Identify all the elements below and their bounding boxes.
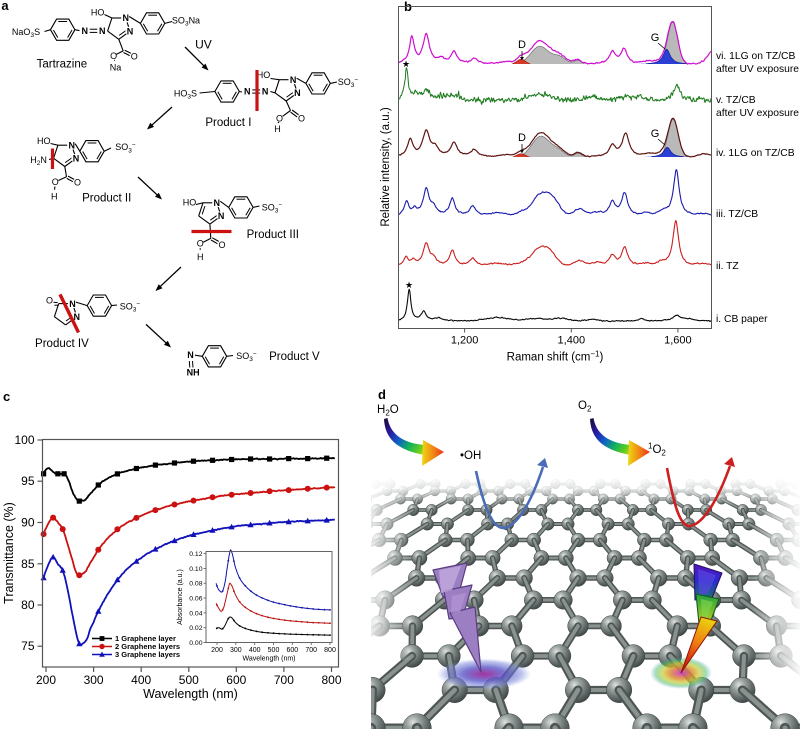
svg-text:H: H <box>51 192 58 202</box>
svg-text:NH: NH <box>187 368 200 378</box>
svg-text:1,400: 1,400 <box>558 335 586 347</box>
svg-text:O: O <box>298 114 305 124</box>
svg-text:i. CB paper: i. CB paper <box>716 314 768 325</box>
svg-text:Product V: Product V <box>269 351 320 363</box>
svg-text:85: 85 <box>21 557 35 571</box>
svg-text:800: 800 <box>321 673 341 687</box>
svg-text:N: N <box>294 88 301 98</box>
svg-text:ii. TZ: ii. TZ <box>716 261 739 272</box>
svg-text:N: N <box>68 140 75 150</box>
svg-text:Na: Na <box>110 62 122 72</box>
svg-text:D: D <box>518 132 526 144</box>
svg-text:H: H <box>197 252 204 262</box>
svg-text:400: 400 <box>249 647 261 654</box>
svg-text:3 Graphene layers: 3 Graphene layers <box>115 650 180 659</box>
svg-text:200: 200 <box>36 673 56 687</box>
svg-text:★: ★ <box>405 280 413 290</box>
svg-text:N: N <box>187 350 194 360</box>
svg-text:Product I: Product I <box>205 117 251 129</box>
svg-text:500: 500 <box>179 673 199 687</box>
svg-text:Product II: Product II <box>82 192 131 204</box>
svg-text:Tartrazine: Tartrazine <box>37 59 88 71</box>
svg-text:H: H <box>274 124 281 134</box>
svg-text:1,200: 1,200 <box>451 335 479 347</box>
svg-text:iii. TZ/CB: iii. TZ/CB <box>716 209 758 220</box>
svg-text:0.08: 0.08 <box>189 581 202 588</box>
svg-text:100: 100 <box>14 433 34 447</box>
svg-text:600: 600 <box>286 647 298 654</box>
svg-text:after UV exposure: after UV exposure <box>716 108 799 119</box>
svg-text:95: 95 <box>21 474 35 488</box>
svg-text:Wavelength (nm): Wavelength (nm) <box>143 687 238 701</box>
svg-text:N: N <box>290 75 297 85</box>
svg-text:O: O <box>131 51 138 61</box>
svg-text:300: 300 <box>230 647 242 654</box>
svg-text:O: O <box>276 114 283 124</box>
svg-text:G: G <box>651 128 660 140</box>
svg-text:N: N <box>218 211 225 221</box>
svg-text:HO: HO <box>91 8 105 18</box>
svg-text:N: N <box>127 26 134 36</box>
svg-text:after UV exposure: after UV exposure <box>716 64 799 75</box>
svg-text:d: d <box>378 387 386 402</box>
svg-text:c: c <box>3 389 10 404</box>
svg-text:Relative intensity, (a.u.): Relative intensity, (a.u.) <box>380 107 392 226</box>
svg-text:90: 90 <box>21 516 35 530</box>
svg-text:700: 700 <box>274 673 294 687</box>
svg-text:•OH: •OH <box>460 450 481 462</box>
svg-text:HO: HO <box>183 198 197 208</box>
svg-text:Absorbance (a.u.): Absorbance (a.u.) <box>177 569 184 625</box>
svg-text:N: N <box>81 26 88 36</box>
svg-text:O: O <box>74 178 81 188</box>
svg-text:80: 80 <box>21 598 35 612</box>
svg-text:iv. 1LG on TZ/CB: iv. 1LG on TZ/CB <box>716 148 795 159</box>
svg-text:Raman shift (cm−1): Raman shift (cm−1) <box>507 349 604 364</box>
svg-text:200: 200 <box>211 647 223 654</box>
svg-text:a: a <box>1 0 9 13</box>
svg-text:Product IV: Product IV <box>35 338 89 350</box>
svg-text:N: N <box>262 87 269 97</box>
svg-text:0.00: 0.00 <box>189 640 202 647</box>
svg-text:0.10: 0.10 <box>189 566 202 573</box>
svg-text:N: N <box>244 87 251 97</box>
svg-text:Transmittance (%): Transmittance (%) <box>2 502 16 604</box>
svg-text:500: 500 <box>268 647 280 654</box>
svg-text:N: N <box>122 13 129 23</box>
svg-text:N: N <box>214 198 221 208</box>
svg-text:0.04: 0.04 <box>189 610 202 617</box>
svg-text:O: O <box>218 240 225 250</box>
svg-text:0.06: 0.06 <box>189 595 202 602</box>
svg-text:Wavelength (nm): Wavelength (nm) <box>242 656 295 663</box>
svg-text:vi. 1LG on TZ/CB: vi. 1LG on TZ/CB <box>716 51 795 62</box>
svg-text:300: 300 <box>84 673 104 687</box>
svg-text:0.12: 0.12 <box>189 551 202 558</box>
svg-text:600: 600 <box>226 673 246 687</box>
svg-text:HO: HO <box>257 70 271 80</box>
svg-text:O: O <box>110 51 117 61</box>
svg-text:Product III: Product III <box>247 229 299 241</box>
svg-text:O: O <box>197 239 204 249</box>
svg-text:N: N <box>99 26 106 36</box>
svg-text:O: O <box>46 296 53 306</box>
svg-text:G: G <box>651 32 660 44</box>
svg-text:400: 400 <box>131 673 151 687</box>
svg-text:O: O <box>52 177 59 187</box>
svg-text:N: N <box>73 154 80 164</box>
svg-text:HO: HO <box>37 136 51 146</box>
svg-text:700: 700 <box>305 647 317 654</box>
svg-text:75: 75 <box>21 639 35 653</box>
svg-text:v. TZ/CB: v. TZ/CB <box>716 95 756 106</box>
svg-text:1,600: 1,600 <box>664 335 692 347</box>
svg-text:800: 800 <box>324 647 336 654</box>
svg-text:N: N <box>69 299 76 309</box>
svg-text:D: D <box>518 39 526 51</box>
svg-text:UV: UV <box>195 38 212 52</box>
svg-text:N: N <box>74 312 81 322</box>
svg-text:★: ★ <box>402 59 410 69</box>
svg-text:0.02: 0.02 <box>189 625 202 632</box>
